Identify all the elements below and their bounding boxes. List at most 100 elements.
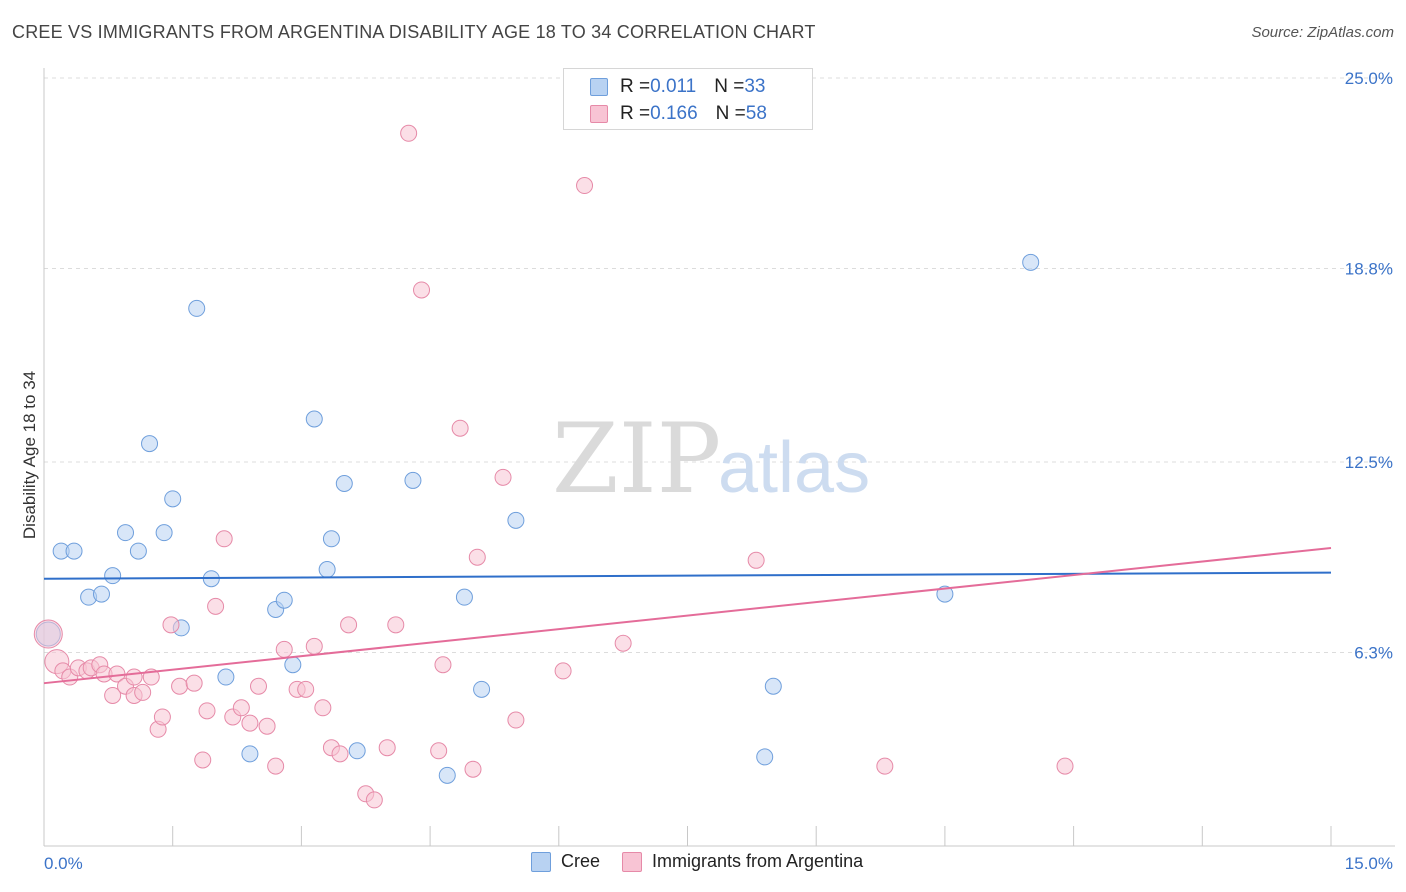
cree-swatch bbox=[531, 851, 551, 872]
argentina-point bbox=[387, 616, 405, 634]
legend-item-argentina[interactable]: Immigrants from Argentina bbox=[622, 851, 863, 872]
cree-point bbox=[284, 656, 302, 674]
cree-point bbox=[936, 585, 954, 603]
argentina-trend-line bbox=[43, 547, 1332, 685]
stats-legend-row-cree: R = 0.011 N = 33 bbox=[590, 75, 766, 99]
cree-point bbox=[305, 410, 323, 428]
argentina-point bbox=[194, 751, 212, 769]
argentina-point bbox=[747, 551, 765, 569]
argentina-point bbox=[1056, 757, 1074, 775]
argentina-point bbox=[614, 634, 632, 652]
argentina-point bbox=[241, 714, 259, 732]
n-label: N = bbox=[714, 76, 745, 97]
argentina-point bbox=[365, 791, 383, 809]
tick-label-layer: 6.3% 12.5% 18.8% 25.0% 0.0% 15.0% bbox=[44, 69, 1393, 873]
argentina-point bbox=[494, 468, 512, 486]
argentina-point bbox=[464, 760, 482, 778]
argentina-point bbox=[171, 677, 189, 695]
points-layer bbox=[33, 124, 1074, 809]
argentina-point bbox=[198, 702, 216, 720]
cree-point bbox=[507, 511, 525, 529]
argentina-point bbox=[162, 616, 180, 634]
argentina-point bbox=[876, 757, 894, 775]
argentina-swatch bbox=[622, 851, 643, 872]
argentina-point bbox=[267, 757, 285, 775]
cree-point bbox=[335, 475, 353, 493]
watermark-zip: ZIP bbox=[552, 403, 721, 515]
stats-legend: R = 0.011 N = 33 R = 0.166 N = 58 bbox=[563, 68, 813, 130]
argentina-point bbox=[430, 742, 448, 760]
watermark: ZIP atlas bbox=[552, 403, 870, 515]
y-tick-label: 18.8% bbox=[1345, 259, 1393, 278]
cree-point bbox=[348, 742, 366, 760]
y-tick-label: 6.3% bbox=[1354, 643, 1393, 662]
argentina-swatch bbox=[590, 105, 608, 123]
argentina-point bbox=[185, 674, 203, 692]
argentina-point bbox=[104, 686, 122, 704]
y-tick-label: 25.0% bbox=[1345, 69, 1393, 88]
argentina-point bbox=[275, 640, 293, 658]
axis-layer bbox=[43, 68, 1395, 847]
cree-point bbox=[129, 542, 147, 560]
cree-point bbox=[1022, 253, 1040, 271]
cree-point bbox=[217, 668, 235, 686]
r-value: 0.166 bbox=[650, 103, 698, 124]
cree-point bbox=[404, 471, 422, 489]
cree-point bbox=[117, 524, 135, 542]
r-label: R = bbox=[620, 76, 651, 97]
cree-point bbox=[275, 591, 293, 609]
argentina-point bbox=[507, 711, 525, 729]
argentina-point bbox=[378, 739, 396, 757]
argentina-point bbox=[451, 419, 469, 437]
stats-legend-row-argentina: R = 0.166 N = 58 bbox=[590, 102, 767, 126]
cree-point bbox=[455, 588, 473, 606]
cree-point bbox=[322, 530, 340, 548]
chart-title: CREE VS IMMIGRANTS FROM ARGENTINA DISABI… bbox=[12, 22, 816, 42]
cree-point bbox=[92, 585, 110, 603]
argentina-point bbox=[314, 699, 332, 717]
cree-point bbox=[241, 745, 259, 763]
argentina-point bbox=[153, 708, 171, 726]
watermark-atlas: atlas bbox=[718, 428, 870, 508]
x-tick-label: 0.0% bbox=[44, 854, 83, 873]
cree-trend-line bbox=[43, 571, 1332, 580]
cree-point bbox=[188, 299, 206, 317]
cree-point bbox=[438, 766, 456, 784]
cree-point bbox=[764, 677, 782, 695]
trend-layer bbox=[43, 547, 1332, 685]
r-label: R = bbox=[620, 103, 651, 124]
cree-swatch bbox=[590, 78, 608, 96]
argentina-point bbox=[207, 597, 225, 615]
argentina-point bbox=[400, 124, 418, 142]
n-value: 33 bbox=[744, 76, 766, 97]
argentina-point bbox=[258, 717, 276, 735]
r-value: 0.011 bbox=[650, 76, 697, 97]
grid-layer bbox=[44, 77, 1395, 653]
argentina-point bbox=[125, 668, 143, 686]
n-label: N = bbox=[715, 103, 746, 124]
argentina-point bbox=[331, 745, 349, 763]
argentina-point bbox=[554, 662, 572, 680]
argentina-point bbox=[250, 677, 267, 695]
argentina-point bbox=[232, 699, 250, 717]
cree-point bbox=[141, 435, 159, 453]
legend-label-cree: Cree bbox=[561, 851, 601, 871]
cree-point bbox=[756, 748, 774, 766]
argentina-point bbox=[576, 177, 594, 195]
y-tick-label: 12.5% bbox=[1345, 453, 1393, 472]
argentina-point bbox=[340, 616, 358, 634]
argentina-point bbox=[305, 637, 323, 655]
cree-point bbox=[155, 524, 173, 542]
cree-point bbox=[473, 680, 491, 698]
x-tick-label: 15.0% bbox=[1345, 854, 1393, 873]
series-legend: Cree Immigrants from Argentina bbox=[531, 851, 885, 872]
legend-label-argentina: Immigrants from Argentina bbox=[652, 851, 864, 871]
cree-point bbox=[164, 490, 182, 508]
cree-point bbox=[65, 542, 83, 560]
argentina-point bbox=[134, 683, 152, 701]
legend-item-cree[interactable]: Cree bbox=[531, 851, 600, 872]
argentina-point bbox=[215, 530, 233, 548]
y-axis-label: Disability Age 18 to 34 bbox=[20, 370, 39, 540]
argentina-point bbox=[434, 656, 452, 674]
